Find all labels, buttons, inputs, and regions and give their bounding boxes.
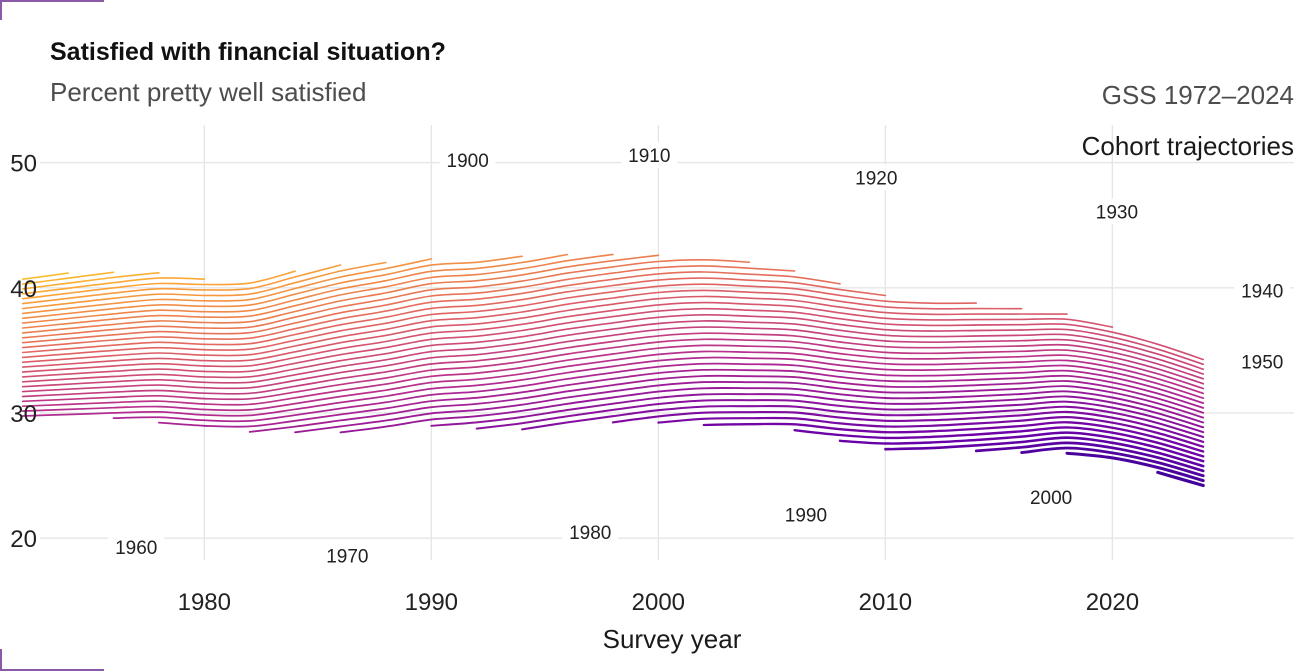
- cohort-line: [793, 426, 1205, 458]
- cohort-line: [21, 253, 569, 324]
- cohort-label: 1940: [1241, 281, 1283, 302]
- cohort-label: 1910: [628, 146, 670, 167]
- cohort-line: [21, 344, 1205, 408]
- cohort-line: [21, 313, 1205, 383]
- cohort-label: 1900: [447, 151, 489, 172]
- y-tick-label: 50: [10, 151, 37, 178]
- cohort-label-bg: [1023, 483, 1080, 510]
- cohort-label-bg: [1234, 348, 1291, 375]
- cohort-label-bg: [319, 542, 376, 569]
- cohort-label-bg: [1088, 198, 1145, 225]
- cohort-line: [339, 387, 1205, 434]
- cohort-label: 2000: [1030, 488, 1072, 509]
- cohort-line: [21, 253, 614, 329]
- cohort-line: [248, 374, 1205, 433]
- cohort-line: [21, 265, 796, 344]
- cohort-label: 1980: [569, 523, 611, 544]
- cohort-label: 1920: [855, 169, 897, 190]
- cohort-line: [1065, 451, 1205, 483]
- x-tick-label: 2000: [632, 589, 685, 616]
- cohort-label: 1970: [326, 547, 368, 568]
- cohort-line: [21, 320, 1205, 388]
- frame-corner-top: [0, 0, 104, 2]
- x-axis-label: Survey year: [603, 624, 742, 654]
- cohort-label: 1990: [785, 505, 827, 526]
- cohort-line: [884, 436, 1205, 468]
- cohort-label-bg: [848, 164, 905, 191]
- y-tick-label: 20: [10, 526, 37, 553]
- y-tick-label: 40: [10, 276, 37, 303]
- cohort-line: [657, 415, 1205, 448]
- cohort-line: [430, 393, 1205, 429]
- cohort-label-bg: [1234, 277, 1291, 304]
- cohort-line: [974, 441, 1205, 473]
- cohort-label-bg: [562, 518, 619, 545]
- cohort-line: [1020, 446, 1205, 478]
- frame-corner-bottom: [0, 669, 104, 671]
- cohort-line: [611, 410, 1205, 443]
- x-tick-label: 1980: [178, 589, 231, 616]
- cohort-line: [21, 332, 1205, 398]
- cohort-label: 1960: [115, 538, 157, 559]
- cohort-lines: [21, 253, 1205, 488]
- grid: [40, 125, 1294, 560]
- cohort-line: [21, 350, 1205, 412]
- cohort-label: 1950: [1241, 353, 1283, 374]
- cohort-line: [702, 421, 1205, 453]
- cohort-line: [21, 271, 841, 349]
- cohort-line: [21, 326, 1205, 393]
- cohort-label-bg: [439, 147, 496, 174]
- frame-corner-bottom-edge: [0, 649, 2, 671]
- cohort-line: [21, 254, 660, 334]
- cohort-line: [21, 277, 887, 354]
- chart-subtitle: Percent pretty well satisfied: [50, 77, 367, 107]
- chart-annotation: Cohort trajectories: [1082, 131, 1294, 161]
- cohort-line: [21, 283, 978, 359]
- cohort-line: [475, 399, 1205, 434]
- cohort-line: [21, 272, 160, 290]
- cohort-line: [21, 272, 69, 280]
- cohort-line: [21, 264, 342, 305]
- cohort-line: [21, 271, 115, 285]
- chart-title: Satisfied with financial situation?: [50, 38, 446, 66]
- cohort-label-bg: [777, 501, 834, 528]
- x-tick-label: 1990: [405, 589, 458, 616]
- cohort-line: [158, 368, 1205, 428]
- chart-caption: GSS 1972–2024: [1101, 80, 1294, 110]
- cohort-labels: 1900 1910 1920 1930 1940 1950 1960 1970 1980 1990…: [108, 142, 1291, 569]
- cohort-line: [21, 307, 1205, 378]
- cohort-line: [21, 255, 523, 320]
- cohort-label: 1930: [1096, 202, 1138, 223]
- y-tick-label: 30: [10, 401, 37, 428]
- cohort-label-bg: [621, 142, 678, 169]
- cohort-label-bg: [108, 533, 165, 560]
- cohort-line: [21, 270, 296, 300]
- frame-corner-top-edge: [0, 0, 2, 20]
- x-tick-label: 2010: [859, 589, 912, 616]
- cohort-line: [1156, 470, 1205, 488]
- cohort-line: [21, 338, 1205, 403]
- cohort-line: [838, 431, 1205, 463]
- cohort-line: [21, 295, 1068, 368]
- cohort-line: [21, 356, 1205, 417]
- cohort-line: [21, 277, 206, 295]
- cohort-line: [21, 261, 387, 310]
- cohort-line: [21, 258, 433, 315]
- cohort-line: [21, 289, 1023, 364]
- cohort-line: [112, 362, 1205, 423]
- x-tick-label: 2020: [1086, 589, 1139, 616]
- cohort-line: [21, 258, 750, 339]
- cohort-line: [294, 380, 1205, 434]
- cohort-line: [21, 301, 1114, 373]
- cohort-line: [521, 405, 1205, 439]
